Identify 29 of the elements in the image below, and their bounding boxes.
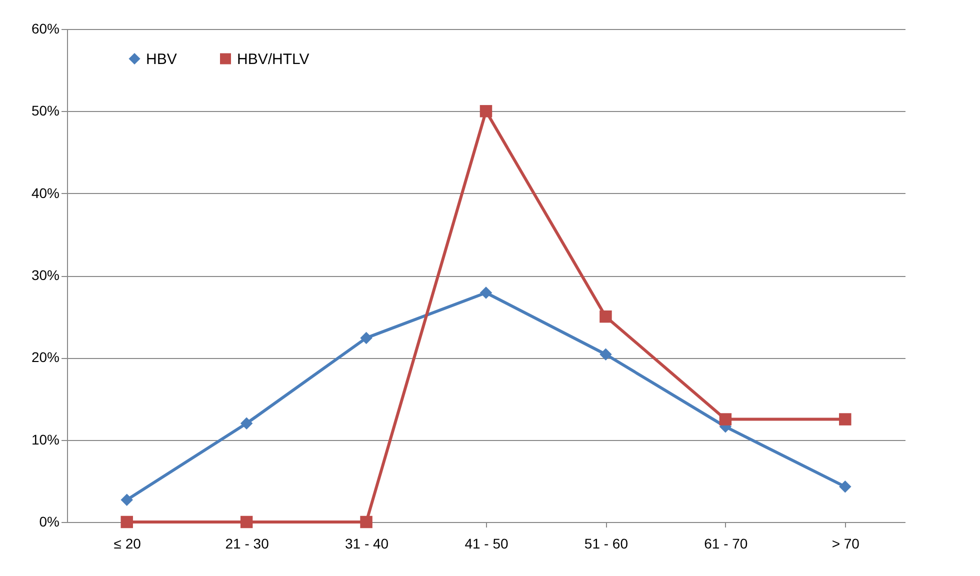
x-tick-label: 31 - 40 bbox=[344, 536, 389, 552]
legend-label: HBV/HTLV bbox=[237, 50, 310, 68]
point bbox=[240, 417, 253, 430]
legend-label: HBV bbox=[146, 50, 177, 68]
point bbox=[839, 413, 852, 426]
point bbox=[839, 480, 852, 493]
y-tick-label: 50% bbox=[31, 102, 60, 119]
y-tick-label: 40% bbox=[31, 184, 60, 201]
x-tick-label: 41 - 50 bbox=[464, 536, 509, 552]
point bbox=[600, 310, 612, 323]
x-tick-label: 51 - 60 bbox=[584, 536, 628, 552]
x-tick-label: 61 - 70 bbox=[704, 536, 748, 552]
point bbox=[360, 332, 372, 344]
x-tick-label: ≤ 20 bbox=[114, 536, 142, 552]
point bbox=[120, 494, 133, 506]
y-tick-label: 60% bbox=[31, 20, 60, 36]
point bbox=[719, 413, 732, 426]
point bbox=[240, 516, 253, 528]
y-tick-label: 10% bbox=[31, 431, 60, 448]
y-tick-label: 20% bbox=[31, 349, 60, 366]
point bbox=[120, 516, 133, 528]
point bbox=[600, 348, 612, 361]
point bbox=[360, 516, 372, 528]
x-tick-label: > 70 bbox=[832, 536, 860, 552]
y-tick-label: 30% bbox=[31, 267, 60, 283]
x-tick-label: 21 - 30 bbox=[225, 536, 270, 552]
point bbox=[480, 286, 492, 299]
point bbox=[480, 105, 492, 118]
y-tick-label: 0% bbox=[39, 514, 60, 530]
